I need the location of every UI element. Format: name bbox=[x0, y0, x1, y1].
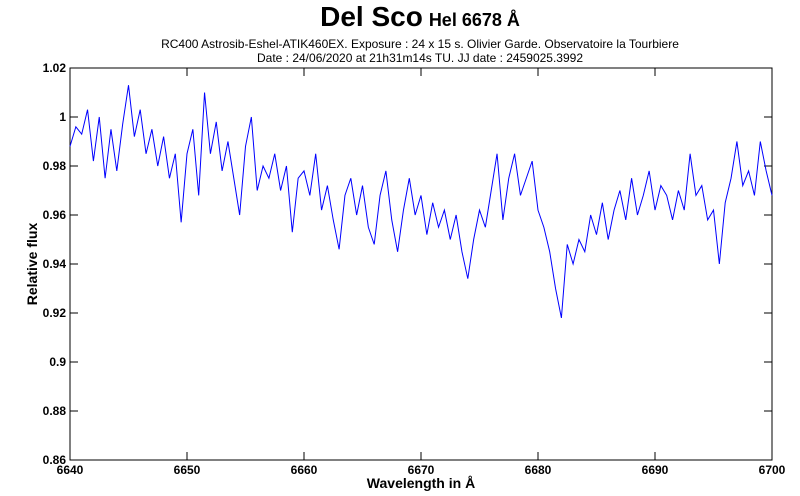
y-tick-label: 0.88 bbox=[43, 404, 67, 418]
y-tick-label: 0.9 bbox=[49, 355, 66, 369]
subtitle: Date : 24/06/2020 at 21h31m14s TU. JJ da… bbox=[257, 51, 583, 65]
spectrum-line bbox=[69, 85, 773, 318]
y-tick-label: 1 bbox=[59, 110, 66, 124]
y-tick-label: 0.92 bbox=[43, 306, 67, 320]
y-axis-label: Relative flux bbox=[24, 223, 40, 306]
x-tick-label: 6660 bbox=[291, 463, 318, 477]
subtitle: RC400 Astrosib-Eshel-ATIK460EX. Exposure… bbox=[161, 37, 679, 51]
y-tick-label: 0.86 bbox=[43, 453, 67, 467]
x-tick-label: 6680 bbox=[525, 463, 552, 477]
y-tick-label: 0.96 bbox=[43, 208, 67, 222]
chart-title: Del Sco Hel 6678 Å bbox=[320, 1, 520, 32]
x-tick-label: 6670 bbox=[408, 463, 435, 477]
x-axis-label: Wavelength in Å bbox=[367, 475, 475, 491]
y-tick-label: 0.94 bbox=[43, 257, 67, 271]
y-tick-label: 1.02 bbox=[43, 61, 67, 75]
x-tick-label: 6650 bbox=[174, 463, 201, 477]
x-tick-label: 6640 bbox=[57, 463, 84, 477]
y-tick-label: 0.98 bbox=[43, 159, 67, 173]
plot-frame bbox=[69, 67, 773, 461]
title-line: Hel 6678 Å bbox=[429, 10, 520, 30]
x-tick-label: 6690 bbox=[642, 463, 669, 477]
x-tick-label: 6700 bbox=[759, 463, 786, 477]
title-main: Del Sco bbox=[320, 1, 423, 32]
